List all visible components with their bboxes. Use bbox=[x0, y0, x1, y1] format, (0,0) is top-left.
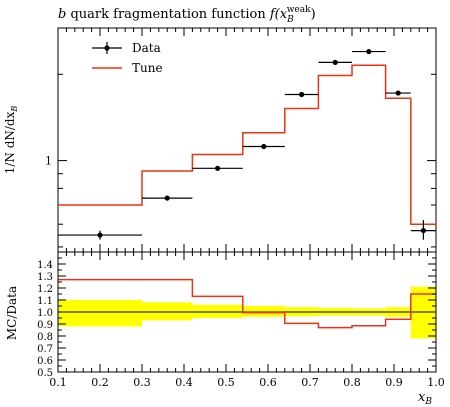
ratio-uncertainty-band bbox=[410, 286, 436, 339]
title-sub: B bbox=[286, 15, 294, 25]
data-marker bbox=[164, 195, 170, 201]
data-marker bbox=[332, 59, 338, 66]
title-sup: weak bbox=[287, 5, 311, 15]
data-point bbox=[192, 165, 243, 171]
x-tick-label: 0.3 bbox=[133, 376, 151, 389]
y-tick-label: 1 bbox=[45, 155, 52, 168]
ratio-step-line bbox=[58, 278, 436, 329]
data-point bbox=[142, 195, 193, 201]
tune-step-line bbox=[58, 64, 436, 225]
ratio-y-tick-label: 1.4 bbox=[37, 260, 53, 271]
ratio-panel: 0.50.60.70.80.91.01.11.21.31.40.1 0.2 0.3 0… bbox=[37, 251, 445, 389]
data-point bbox=[385, 90, 411, 96]
data-point bbox=[410, 220, 436, 240]
data-marker bbox=[395, 90, 401, 96]
ratio-y-tick-label: 0.7 bbox=[37, 344, 53, 355]
data-marker bbox=[299, 91, 305, 98]
ratio-y-tick-label: 1.3 bbox=[37, 272, 53, 283]
data-point bbox=[352, 48, 386, 55]
data-marker bbox=[215, 165, 221, 171]
ratio-uncertainty-band bbox=[142, 302, 193, 321]
data-point bbox=[242, 143, 285, 150]
data-marker bbox=[261, 143, 267, 150]
x-tick-label: 0.2 bbox=[91, 376, 109, 389]
chart-title: b quark fragmentation function f(xBweak) bbox=[58, 5, 316, 25]
main-frame bbox=[57, 27, 437, 253]
data-point bbox=[284, 91, 319, 98]
main-panel: 1 bbox=[45, 27, 437, 253]
ratio-uncertainty-band bbox=[192, 304, 243, 318]
ratio-y-tick-label: 0.5 bbox=[37, 368, 53, 379]
ratio-ylabel: MC/Data bbox=[5, 286, 19, 340]
legend-tune-label: Tune bbox=[132, 61, 163, 75]
x-tick-label: 0.8 bbox=[343, 376, 361, 389]
legend: Data Tune bbox=[92, 41, 163, 75]
x-tick-label: 0.7 bbox=[301, 376, 319, 389]
data-marker bbox=[420, 227, 426, 234]
x-tick-label: 0.1 bbox=[49, 376, 67, 389]
ratio-uncertainty-band bbox=[242, 306, 285, 317]
x-tick-label: 0.9 bbox=[385, 376, 403, 389]
ratio-y-tick-label: 0.8 bbox=[37, 332, 53, 343]
ratio-y-tick-label: 0.6 bbox=[37, 356, 53, 367]
ratio-y-tick-label: 1.0 bbox=[37, 308, 53, 319]
x-tick-label: 0.6 bbox=[259, 376, 277, 389]
ratio-y-tick-label: 1.1 bbox=[37, 296, 53, 307]
title-fn: f(x bbox=[269, 7, 288, 22]
x-tick-label: 0.5 bbox=[217, 376, 235, 389]
data-marker bbox=[97, 232, 103, 238]
ratio-y-tick-label: 1.2 bbox=[37, 284, 53, 295]
title-b: b bbox=[58, 7, 66, 22]
title-post: ) bbox=[311, 7, 316, 22]
data-marker bbox=[366, 48, 372, 55]
x-tick-label: 1.0 bbox=[427, 376, 445, 389]
title-mid: quark fragmentation function bbox=[66, 7, 270, 22]
x-axis-label: xB bbox=[418, 390, 432, 407]
legend-data-label: Data bbox=[132, 41, 161, 55]
ratio-uncertainty-band bbox=[58, 300, 142, 327]
x-tick-label: 0.4 bbox=[175, 376, 193, 389]
data-point bbox=[318, 59, 352, 66]
data-point bbox=[58, 230, 142, 240]
main-ylabel: 1/N dN/dxB bbox=[3, 106, 19, 175]
ratio-y-tick-label: 0.9 bbox=[37, 320, 53, 331]
legend-data-marker bbox=[104, 45, 110, 51]
